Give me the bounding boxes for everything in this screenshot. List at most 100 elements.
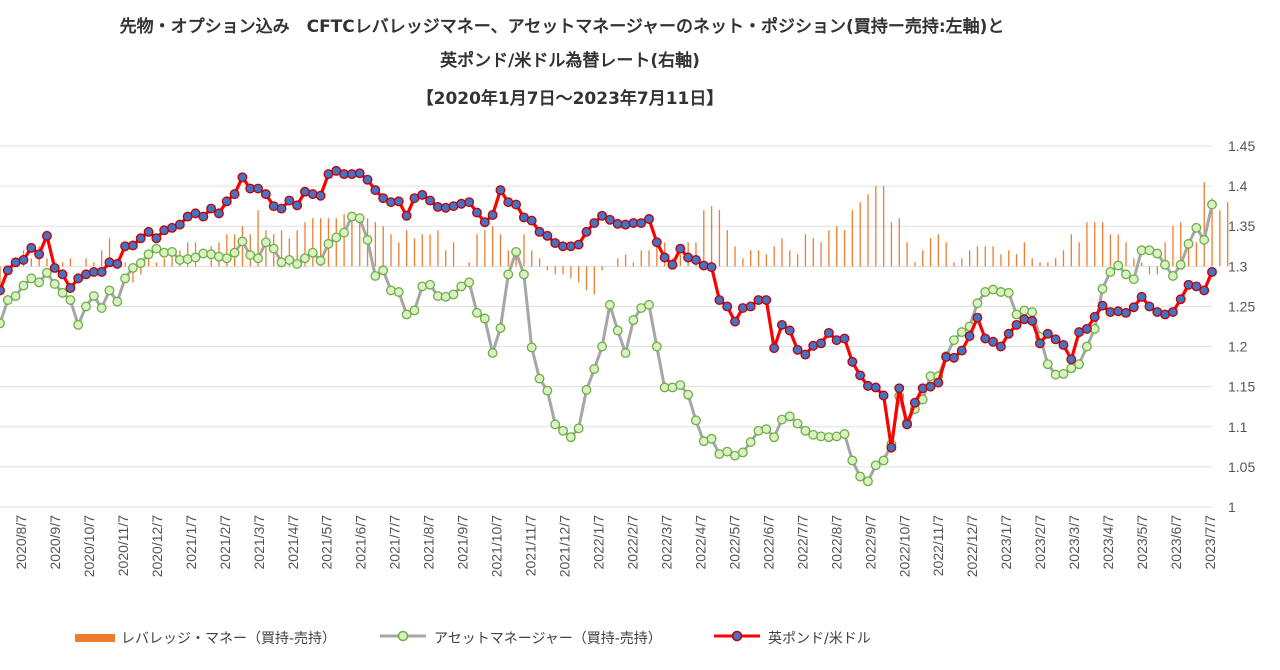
asset-manager-point — [221, 253, 232, 264]
leveraged-bar — [1101, 222, 1104, 267]
asset-manager-point — [784, 411, 795, 422]
gbpusd-point — [542, 230, 553, 241]
leveraged-bar — [836, 226, 838, 267]
leveraged-bar — [695, 242, 697, 267]
asset-manager-point — [1105, 266, 1116, 277]
asset-manager-point — [1183, 238, 1194, 249]
gbpusd-point — [495, 185, 506, 196]
leveraged-bar — [1141, 262, 1143, 267]
asset-manager-point — [495, 323, 506, 334]
gbpusd-point — [839, 333, 850, 344]
gbpusd-point — [370, 185, 381, 196]
leveraged-bar — [351, 218, 353, 267]
gbpusd-point — [1019, 314, 1030, 325]
leveraged-bar — [945, 242, 947, 267]
asset-manager-point — [167, 246, 177, 257]
leveraged-bar — [538, 258, 541, 267]
asset-manager-point — [81, 301, 91, 312]
leveraged-bar — [265, 230, 267, 267]
gbpusd-point — [831, 335, 842, 346]
gbpusd-point — [800, 349, 811, 360]
leveraged-bar — [515, 250, 517, 267]
leveraged-bar — [718, 210, 721, 267]
asset-manager-point — [737, 447, 748, 458]
x-tick-label: 2023/6/7 — [1168, 515, 1184, 570]
leveraged-bar — [757, 250, 760, 267]
gbpusd-point — [57, 269, 68, 280]
asset-manager-point — [18, 280, 29, 291]
leveraged-bar — [343, 214, 345, 267]
chart-title-line3: 【2020年1月7日～2023年7月11日】 — [416, 89, 724, 109]
legend-gbpusd-swatch — [712, 629, 762, 647]
gbpusd-point — [276, 203, 287, 214]
leveraged-bar — [226, 234, 228, 267]
gbpusd-point — [644, 214, 654, 224]
x-tick-label: 2023/7/7 — [1202, 515, 1218, 570]
gbpusd-point — [26, 242, 37, 253]
gbpusd-point — [96, 266, 107, 277]
asset-manager-point — [565, 432, 576, 443]
asset-manager-point — [1019, 305, 1030, 316]
leveraged-bar — [976, 246, 979, 267]
x-tick-label: 2020/12/7 — [149, 515, 165, 577]
gbpusd-point — [792, 344, 803, 355]
leveraged-bar — [429, 234, 431, 267]
asset-manager-point — [34, 277, 45, 288]
asset-manager-point — [65, 295, 76, 305]
asset-manager-point — [229, 247, 240, 258]
gbpusd-point — [1089, 311, 1100, 322]
leveraged-bar — [288, 238, 291, 267]
gbpusd-point — [776, 319, 787, 330]
leveraged-bar — [1195, 242, 1198, 267]
leveraged-bar — [1164, 242, 1166, 267]
leveraged-bar — [726, 230, 728, 267]
leveraged-bar — [523, 234, 525, 267]
leveraged-bar — [1125, 242, 1127, 267]
gbpusd-point — [198, 211, 209, 222]
leveraged-bar — [1039, 262, 1041, 267]
gbpusd-point — [862, 380, 873, 391]
asset-manager-point — [88, 291, 99, 301]
asset-manager-point — [855, 471, 866, 482]
asset-manager-point — [503, 269, 514, 280]
x-tick-label: 2022/6/7 — [760, 515, 776, 570]
asset-manager-point — [1074, 359, 1085, 370]
leveraged-bar — [898, 218, 900, 267]
gbpusd-point — [401, 210, 412, 221]
gbpusd-point — [472, 207, 482, 218]
asset-manager-point — [253, 253, 263, 264]
asset-manager-point — [1207, 199, 1217, 210]
asset-manager-point — [612, 325, 623, 336]
y-tick-label: 1.2 — [1228, 339, 1248, 355]
gbpusd-point — [816, 338, 826, 349]
gbpusd-point — [112, 258, 123, 269]
asset-manager-point — [120, 273, 131, 284]
asset-manager-point — [339, 227, 350, 238]
leveraged-bar — [390, 234, 392, 267]
gbpusd-point — [1121, 307, 1131, 318]
asset-manager-point — [1121, 269, 1131, 280]
gbpusd-point — [213, 208, 224, 219]
leveraged-bar — [312, 218, 314, 267]
gbpusd-point — [878, 390, 889, 401]
gbpusd-point — [706, 262, 717, 273]
gbpusd-point — [526, 215, 537, 226]
asset-manager-point — [307, 247, 318, 258]
leveraged-bar — [554, 266, 556, 275]
x-tick-label: 2023/2/7 — [1032, 515, 1048, 570]
leveraged-bar — [257, 210, 259, 267]
leveraged-bar — [882, 186, 885, 267]
asset-manager-point — [1191, 222, 1202, 233]
x-tick-label: 2021/6/7 — [353, 515, 369, 570]
gbpusd-point — [1113, 306, 1124, 317]
leveraged-bar — [1086, 222, 1088, 267]
x-tick-label: 2022/4/7 — [692, 515, 708, 570]
leveraged-bar — [452, 242, 455, 267]
asset-manager-point — [127, 262, 138, 273]
leveraged-bar — [781, 238, 783, 267]
gridlines — [0, 145, 1212, 508]
asset-manager-point — [847, 455, 858, 466]
gbpusd-point — [260, 189, 271, 200]
gbpusd-point — [1175, 294, 1186, 305]
gbpusd-point — [722, 301, 733, 312]
